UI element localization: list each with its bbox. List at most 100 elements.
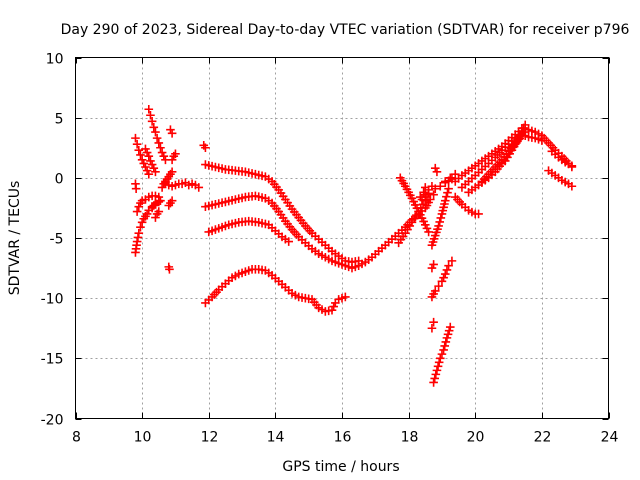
axis-ticks xyxy=(75,57,610,420)
data-point xyxy=(435,181,445,191)
data-point xyxy=(151,127,160,137)
data-point xyxy=(217,164,227,173)
data-point xyxy=(231,195,240,204)
data-point xyxy=(429,260,438,269)
series-arc-26 xyxy=(427,317,438,333)
data-point xyxy=(144,104,154,114)
data-point xyxy=(214,199,224,208)
series-arc-5 xyxy=(144,104,170,165)
data-point xyxy=(171,149,180,159)
data-point xyxy=(441,337,451,347)
gridlines xyxy=(75,57,609,419)
data-point xyxy=(177,179,187,189)
series-arc-18 xyxy=(204,216,293,246)
series-arc-4 xyxy=(132,191,164,216)
data-point xyxy=(334,258,343,268)
series-arc-28 xyxy=(430,163,442,177)
y-tick-label: -20 xyxy=(41,413,64,429)
data-point xyxy=(152,133,162,143)
data-point xyxy=(244,168,254,177)
x-tick-label: 10 xyxy=(134,430,152,446)
series-arc-2 xyxy=(131,179,141,193)
series-arc-36 xyxy=(547,147,577,171)
data-point xyxy=(214,163,224,173)
data-point xyxy=(234,194,244,203)
data-point xyxy=(440,196,450,205)
x-tick-label: 16 xyxy=(334,430,352,446)
data-point xyxy=(429,317,438,327)
data-point xyxy=(144,169,154,179)
data-point xyxy=(530,133,540,143)
series-arc-37 xyxy=(440,169,460,186)
data-point xyxy=(217,222,227,232)
data-point xyxy=(204,201,214,211)
series-arc-19 xyxy=(201,264,350,316)
x-tick-label: 24 xyxy=(601,430,619,446)
data-point xyxy=(424,227,433,237)
series-arc-15 xyxy=(199,141,210,153)
data-point xyxy=(134,145,144,155)
data-point xyxy=(237,268,247,278)
data-point xyxy=(440,341,450,351)
series-arc-17 xyxy=(201,191,430,273)
y-tick-label: -5 xyxy=(50,232,64,248)
data-point xyxy=(430,286,440,296)
data-point xyxy=(427,181,437,191)
data-point xyxy=(204,227,214,237)
series-arc-24 xyxy=(427,260,438,273)
series-arc-6 xyxy=(141,144,160,177)
data-point xyxy=(445,173,455,183)
data-point xyxy=(567,161,577,171)
data-point xyxy=(137,196,147,205)
series-arc-16 xyxy=(201,160,363,267)
series-arc-27 xyxy=(429,322,455,387)
data-point xyxy=(167,129,177,138)
data-point xyxy=(442,192,451,201)
data-point xyxy=(429,190,438,199)
data-point xyxy=(341,261,350,270)
data-point xyxy=(337,260,347,269)
data-point xyxy=(227,219,237,229)
data-point xyxy=(429,378,438,387)
data-point xyxy=(146,110,155,120)
data-series xyxy=(131,104,577,387)
data-point xyxy=(434,281,443,291)
data-point xyxy=(247,169,257,178)
data-point xyxy=(439,203,448,212)
series-arc-12 xyxy=(164,262,174,274)
series-arc-32 xyxy=(450,192,483,219)
data-point xyxy=(450,169,460,179)
x-tick-label: 22 xyxy=(534,430,552,446)
data-point xyxy=(144,151,154,161)
data-point xyxy=(254,218,264,227)
data-point xyxy=(417,195,427,204)
data-point xyxy=(134,228,144,238)
data-point xyxy=(241,167,250,177)
x-tick-label: 20 xyxy=(467,430,485,446)
data-point xyxy=(221,197,230,207)
data-point xyxy=(156,143,165,153)
data-point xyxy=(132,139,142,149)
data-point xyxy=(517,129,527,138)
data-point xyxy=(432,366,442,375)
data-point xyxy=(433,362,443,371)
data-point xyxy=(237,193,247,203)
data-point xyxy=(257,171,267,181)
data-point xyxy=(257,193,267,202)
data-point xyxy=(443,329,453,339)
data-point xyxy=(133,233,143,242)
data-point xyxy=(136,222,145,232)
data-point xyxy=(167,181,177,191)
data-point xyxy=(445,322,455,332)
y-axis-label: SDTVAR / TECUs xyxy=(7,181,23,296)
data-point xyxy=(167,167,177,177)
data-point xyxy=(187,179,197,189)
data-point xyxy=(227,195,237,205)
data-point xyxy=(429,234,439,244)
data-point xyxy=(231,218,240,228)
data-point xyxy=(131,133,140,143)
data-point xyxy=(211,225,220,234)
data-point xyxy=(201,143,210,153)
data-point xyxy=(444,261,453,270)
